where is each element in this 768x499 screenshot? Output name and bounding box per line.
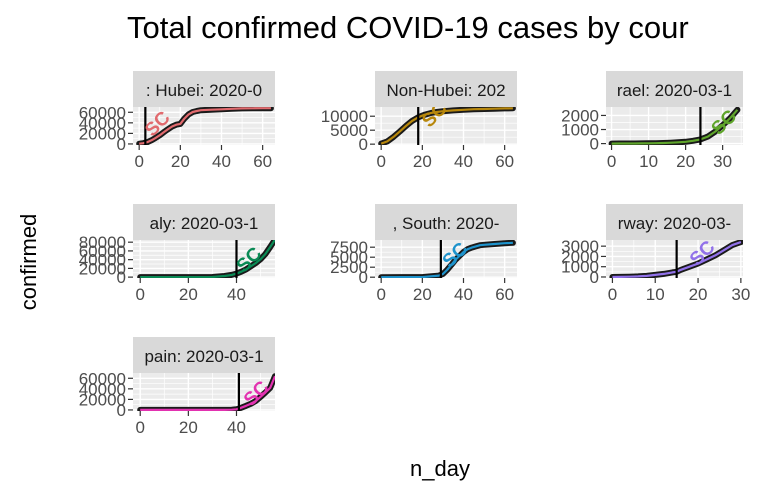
x-tick-label: 20 — [676, 152, 695, 171]
x-tick-label: 0 — [607, 152, 616, 171]
y-tick-label: 60000 — [79, 242, 126, 261]
x-tick-label: 20 — [689, 285, 708, 304]
y-tick-label: 60000 — [79, 369, 126, 388]
facet-strip-label: : Hubei: 2020-0 — [146, 81, 262, 100]
y-tick-label: 2500 — [330, 258, 368, 277]
x-tick-label: 20 — [171, 152, 190, 171]
facet-strip — [133, 71, 275, 107]
facet-plot-area: SC — [133, 240, 275, 278]
series-line — [139, 107, 271, 145]
x-tick-label: 0 — [134, 152, 143, 171]
y-tick-label: 0 — [359, 268, 368, 287]
x-tick-label: 60 — [495, 152, 514, 171]
x-axis-title: n_day — [410, 456, 470, 481]
facet-strip-label: rway: 2020-03- — [618, 214, 731, 233]
x-tick-label: 40 — [227, 285, 246, 304]
facet-strip-label: aly: 2020-03-1 — [150, 214, 259, 233]
y-tick-label: 40000 — [79, 380, 126, 399]
y-tick-label: 0 — [590, 268, 599, 287]
y-tick-label: 7500 — [330, 238, 368, 257]
y-tick-label: 20000 — [79, 259, 126, 278]
x-tick-label: 60 — [495, 285, 514, 304]
x-tick-label: 20 — [413, 285, 432, 304]
y-tick-label: 20000 — [79, 390, 126, 409]
facet-strip-label: rael: 2020-03-1 — [617, 81, 732, 100]
y-tick-label: 20000 — [79, 124, 126, 143]
facet-strip — [606, 71, 743, 107]
series-line — [381, 241, 513, 278]
x-tick-label: 10 — [639, 152, 658, 171]
x-tick-label: 30 — [713, 152, 732, 171]
x-tick-label: 0 — [135, 418, 144, 437]
y-tick-label: 0 — [359, 135, 368, 154]
x-tick-label: 0 — [376, 285, 385, 304]
y-axis-title: confirmed — [16, 214, 41, 311]
x-tick-label: 30 — [731, 285, 750, 304]
y-tick-label: 0 — [117, 401, 126, 420]
facet-strip-label: , South: 2020- — [393, 214, 500, 233]
series-line — [140, 375, 275, 411]
y-tick-label: 80000 — [79, 233, 126, 252]
series-line — [380, 107, 513, 145]
y-tick-label: 3000 — [561, 237, 599, 256]
facet-strip — [375, 71, 517, 107]
y-tick-label: 0 — [590, 135, 599, 154]
series-line — [140, 240, 275, 278]
y-tick-label: 0 — [117, 135, 126, 154]
y-tick-label: 5000 — [330, 248, 368, 267]
y-tick-label: 60000 — [79, 103, 126, 122]
facet-plot-area: SC — [133, 107, 275, 145]
y-tick-label: 1000 — [561, 258, 599, 277]
x-tick-label: 40 — [212, 152, 231, 171]
facet-strip — [133, 337, 275, 373]
x-tick-label: 10 — [646, 285, 665, 304]
facet-strip — [133, 204, 275, 240]
y-tick-label: 1000 — [561, 121, 599, 140]
facet-plot-area: SC — [133, 373, 275, 411]
facet-strip — [375, 204, 517, 240]
x-tick-label: 0 — [376, 152, 385, 171]
y-tick-label: 2000 — [561, 247, 599, 266]
series-line — [611, 109, 739, 145]
chart-title: Total confirmed COVID-19 cases by cour — [127, 10, 689, 45]
facet-strip-label: Non-Hubei: 202 — [386, 81, 505, 100]
x-tick-label: 40 — [227, 418, 246, 437]
y-tick-label: 10000 — [321, 107, 368, 126]
x-tick-label: 40 — [454, 152, 473, 171]
x-tick-label: 60 — [253, 152, 272, 171]
x-tick-label: 20 — [179, 285, 198, 304]
x-tick-label: 20 — [413, 152, 432, 171]
x-tick-label: 20 — [179, 418, 198, 437]
y-tick-label: 5000 — [330, 121, 368, 140]
x-tick-label: 40 — [454, 285, 473, 304]
x-tick-label: 0 — [135, 285, 144, 304]
y-tick-label: 0 — [117, 268, 126, 287]
y-tick-label: 40000 — [79, 251, 126, 270]
y-tick-label: 40000 — [79, 114, 126, 133]
facet-strip — [606, 204, 743, 240]
y-tick-label: 2000 — [561, 106, 599, 125]
facet-strip-label: pain: 2020-03-1 — [144, 347, 263, 366]
x-tick-label: 0 — [608, 285, 617, 304]
